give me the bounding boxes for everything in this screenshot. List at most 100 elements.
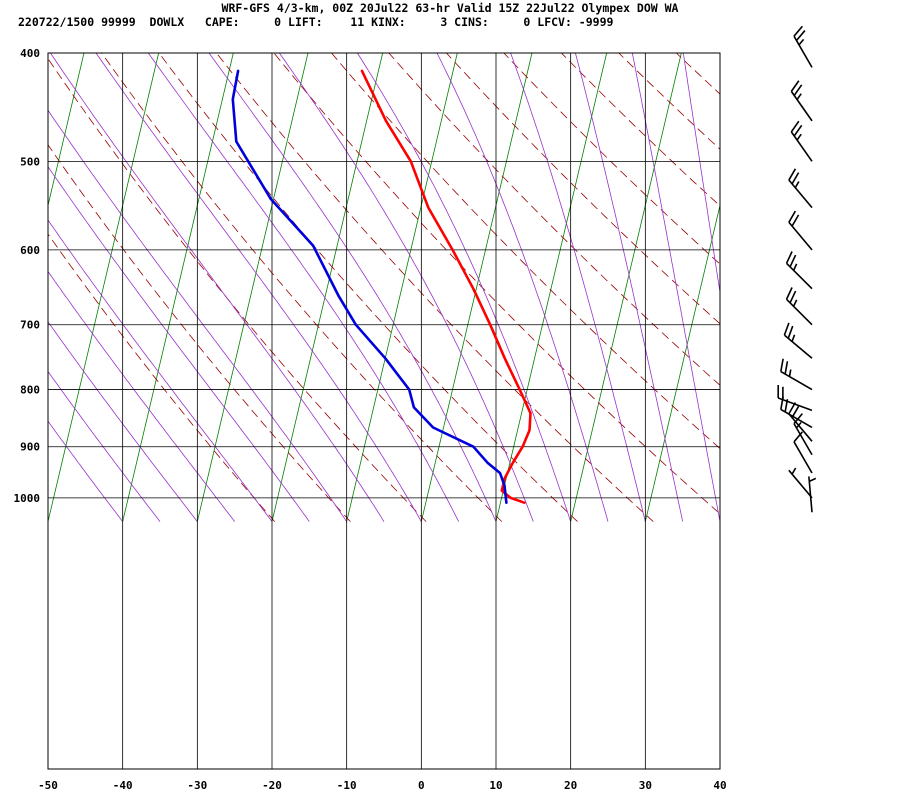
wind-barb-staff (788, 221, 813, 251)
wind-barb (780, 396, 813, 429)
chart-header-title: WRF-GFS 4/3-km, 00Z 20Jul22 63-hr Valid … (221, 1, 679, 15)
dry-adiabat-line (446, 53, 720, 325)
isotherm-line (346, 53, 458, 522)
wind-barb-feather (793, 124, 803, 137)
y-tick-label: 800 (20, 384, 40, 397)
wind-barb-staff (788, 179, 813, 209)
dewpoint-profile-line (231, 69, 508, 504)
x-tick-label: -30 (187, 779, 207, 792)
x-tick-label: -20 (262, 779, 282, 792)
isotherm-line (0, 53, 9, 522)
isotherm-line (48, 53, 85, 208)
isotherm-line (719, 519, 720, 522)
moist-adiabat-line (510, 53, 646, 522)
x-tick-label: 30 (639, 779, 652, 792)
wind-barb-staff (790, 131, 813, 162)
wind-barb-feather (788, 168, 797, 181)
wind-barb-feather (783, 322, 790, 336)
dry-adiabat-line (48, 57, 427, 522)
x-tick-label: -40 (113, 779, 133, 792)
dry-adiabat-line (216, 53, 654, 522)
wind-barb-feather (787, 325, 794, 339)
wind-barb (788, 402, 813, 442)
wind-barb-feather (791, 467, 797, 475)
y-tick-label: 700 (20, 319, 40, 332)
dry-adiabat-line (48, 144, 351, 522)
dry-adiabat-line (48, 233, 276, 522)
x-tick-label: 20 (564, 779, 577, 792)
wind-barb (793, 25, 813, 68)
wind-barb-feather (789, 290, 797, 304)
moist-adiabat-line (48, 270, 236, 522)
wind-barb-feather (792, 299, 798, 307)
wind-barb-feather (780, 358, 784, 372)
wind-barb-feather (792, 263, 798, 271)
wind-barb-feather (784, 361, 789, 375)
wind-barb-feather (784, 399, 789, 413)
dry-adiabat-line (676, 53, 720, 95)
wind-barb-feather (790, 120, 800, 133)
moist-adiabat-line (48, 109, 348, 522)
dry-adiabat-line (618, 53, 720, 150)
wind-barb-staff (780, 370, 813, 391)
wind-barb-staff (780, 408, 813, 429)
dry-adiabat-line (388, 53, 720, 386)
moist-adiabat-line (436, 53, 609, 522)
isotherm-line (271, 53, 384, 522)
moist-adiabat-line (48, 165, 310, 522)
wind-barb (788, 210, 813, 251)
wind-barb (790, 120, 813, 162)
dry-adiabat-line (503, 53, 720, 265)
x-tick-label: -50 (38, 779, 58, 792)
isotherm-line (644, 203, 720, 522)
wind-barb (788, 168, 813, 209)
moist-adiabat-line (631, 53, 720, 522)
wind-barbs (777, 25, 817, 513)
wind-barb-staff (788, 413, 813, 442)
x-tick-label: -10 (337, 779, 357, 792)
isotherm-line (420, 53, 533, 522)
dry-adiabat-line (561, 53, 720, 207)
wind-barb-feather (791, 214, 800, 227)
dry-adiabat-line (158, 53, 578, 522)
moist-adiabat-line (278, 53, 534, 522)
dry-adiabat-line (101, 53, 503, 522)
moist-adiabat-line (357, 53, 572, 522)
dry-adiabat-line (791, 53, 900, 522)
wind-barb-feather (788, 369, 792, 377)
moist-adiabat-line (48, 219, 273, 522)
moist-adiabat-line (208, 53, 497, 522)
wind-barb-staff (788, 469, 813, 499)
isotherm-line (570, 53, 682, 522)
plot-frame (47, 52, 721, 770)
isotherm-line (48, 53, 160, 522)
wind-barb-staff (793, 35, 813, 68)
wind-barb-feather (791, 405, 800, 418)
moist-adiabat-line (147, 53, 460, 522)
wind-barb-feather (785, 287, 793, 300)
wind-barb-feather (789, 254, 797, 268)
wind-barb (780, 358, 813, 391)
x-tick-label: 40 (713, 779, 726, 792)
moist-adiabat-line (48, 420, 124, 522)
temperature-profile-line (360, 69, 532, 504)
wind-barb (793, 431, 813, 474)
axis-tick-labels: -50 -40 -30 -20 -10 0 10 20 30 40 400 500 600 700 800 9… (14, 47, 727, 792)
wind-barb-staff (785, 298, 813, 326)
wind-barb-feather (795, 30, 806, 42)
isotherm-line (869, 53, 900, 522)
wind-barb (785, 287, 813, 326)
moist-adiabat-line (48, 321, 198, 522)
dry-adiabat-line (849, 53, 900, 522)
dry-adiabat-line (734, 53, 900, 522)
chart-header-indices: 220722/1500 99999 DOWLX CAPE: 0 LIFT: 11… (18, 15, 614, 29)
wind-barb-feather (788, 210, 797, 223)
wind-barb (785, 251, 813, 290)
wind-barb-staff (790, 90, 813, 122)
dry-adiabat-line (331, 53, 720, 450)
isotherm-line (196, 53, 309, 522)
wind-barb-feather (793, 84, 803, 96)
wind-barb (788, 467, 813, 499)
wind-barb-feather (791, 172, 800, 185)
